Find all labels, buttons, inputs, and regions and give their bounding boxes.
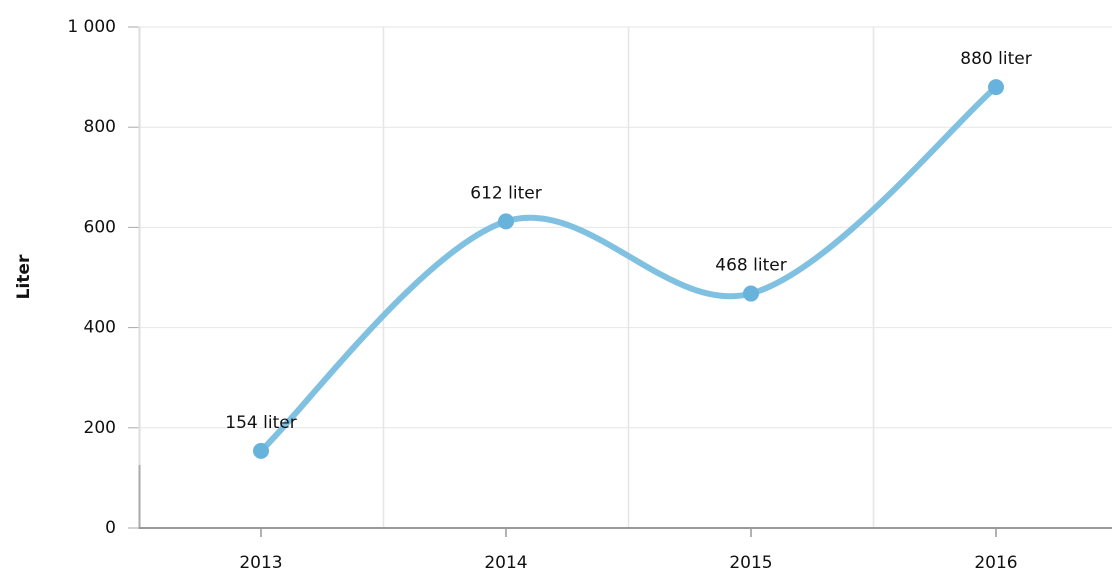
x-tick-label: 2015: [729, 553, 772, 573]
line: [258, 84, 999, 454]
y-tick-label: 1 000: [67, 17, 116, 37]
data-label: 154 liter: [225, 413, 296, 433]
point: [498, 213, 514, 230]
point: [988, 79, 1004, 96]
point: [743, 285, 759, 302]
y-tick-label: 800: [84, 117, 116, 137]
data-label: 880 liter: [960, 49, 1031, 69]
y-tick-label: 600: [84, 217, 116, 237]
x-tick-label: 2014: [484, 553, 527, 573]
y-tick-label: 0: [105, 518, 116, 538]
data-label: 612 liter: [470, 183, 541, 203]
x-tick-label: 2016: [974, 553, 1017, 573]
point: [253, 442, 269, 459]
y-tick-label: 400: [84, 318, 116, 338]
x-tick-label: 2013: [239, 553, 282, 573]
y-axis-label: Liter: [14, 254, 34, 299]
y-tick-label: 200: [84, 418, 116, 438]
data-label: 468 liter: [715, 256, 786, 276]
